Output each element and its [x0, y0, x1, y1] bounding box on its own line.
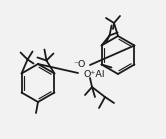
- Text: O⁺Al: O⁺Al: [84, 70, 106, 79]
- Text: ⁻O: ⁻O: [74, 59, 86, 69]
